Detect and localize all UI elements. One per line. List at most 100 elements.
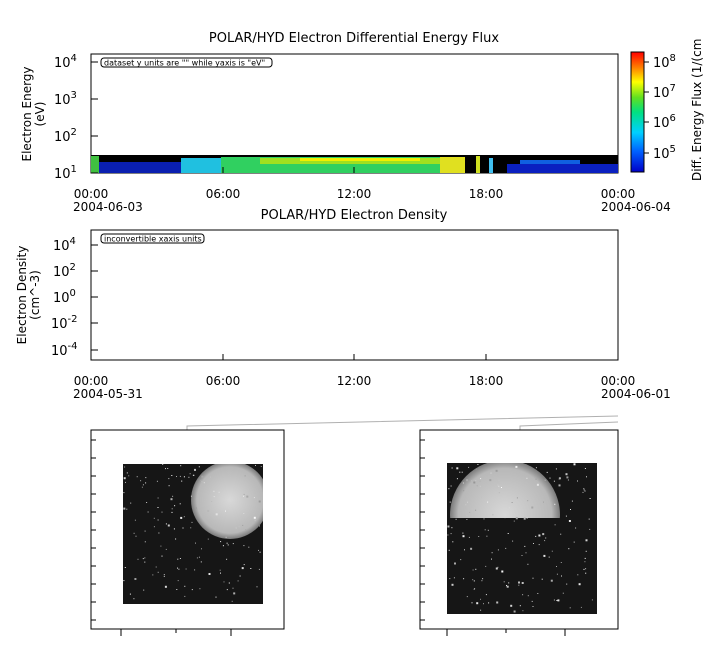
noise-speck xyxy=(177,580,179,582)
noise-speck xyxy=(180,516,183,519)
noise-speck xyxy=(188,476,190,478)
noise-speck xyxy=(190,527,192,529)
panel1-title: POLAR/HYD Electron Differential Energy F… xyxy=(209,31,499,46)
noise-speck xyxy=(468,536,470,538)
panel1-date-right: 2004-06-04 xyxy=(601,200,671,214)
noise-speck xyxy=(157,519,159,521)
noise-speck xyxy=(448,549,450,551)
noise-speck xyxy=(535,535,537,537)
noise-speck xyxy=(179,475,181,477)
noise-speck xyxy=(158,532,160,534)
noise-speck xyxy=(466,519,468,520)
noise-speck xyxy=(508,507,510,509)
spectrogram-segment-noon-peak xyxy=(300,158,420,161)
noise-speck xyxy=(511,502,513,503)
noise-speck xyxy=(549,477,551,479)
noise-speck xyxy=(155,566,157,568)
noise-speck xyxy=(577,574,579,576)
noise-speck xyxy=(468,466,470,468)
noise-speck xyxy=(195,507,197,509)
x-tick-label: 18:00 xyxy=(469,187,504,201)
noise-speck xyxy=(487,501,489,503)
noise-speck xyxy=(226,589,228,591)
noise-speck xyxy=(459,471,461,473)
noise-speck xyxy=(178,568,180,570)
noise-speck xyxy=(555,468,557,470)
noise-speck xyxy=(584,468,586,469)
noise-speck xyxy=(544,540,546,542)
noise-speck xyxy=(479,480,481,482)
spectrogram-segment-evening xyxy=(507,164,618,173)
noise-speck xyxy=(228,582,230,584)
noise-speck xyxy=(535,467,537,469)
noise-speck xyxy=(476,602,479,605)
noise-speck xyxy=(179,558,181,559)
noise-speck xyxy=(163,575,165,577)
noise-speck xyxy=(233,592,236,595)
noise-speck xyxy=(168,478,170,480)
noise-speck xyxy=(477,464,479,465)
noise-speck xyxy=(479,485,481,487)
noise-speck xyxy=(484,529,486,531)
panel1-ylabel-line2: (eV) xyxy=(33,102,47,127)
noise-speck xyxy=(483,603,484,605)
noise-speck xyxy=(570,509,571,510)
noise-speck xyxy=(558,484,561,487)
noise-speck xyxy=(128,475,130,477)
panel1-annotation-box xyxy=(100,57,273,68)
noise-speck xyxy=(569,607,571,609)
noise-speck xyxy=(475,568,477,570)
noise-speck xyxy=(583,568,585,570)
noise-speck xyxy=(543,554,546,557)
noise-speck xyxy=(560,533,562,535)
noise-speck xyxy=(498,480,500,481)
noise-speck xyxy=(476,485,478,487)
noise-speck xyxy=(259,525,260,527)
noise-speck xyxy=(451,527,453,529)
noise-speck xyxy=(585,572,587,574)
noise-speck xyxy=(492,514,494,516)
noise-speck xyxy=(208,573,211,575)
noise-speck xyxy=(123,507,126,510)
noise-speck xyxy=(498,485,500,487)
noise-speck xyxy=(583,489,585,491)
noise-speck xyxy=(531,506,534,509)
noise-speck xyxy=(243,545,245,547)
colorbar-label: Diff. Energy Flux (1/(cm xyxy=(690,39,704,181)
noise-speck xyxy=(176,476,177,477)
noise-speck xyxy=(227,544,229,546)
noise-speck xyxy=(471,480,473,482)
noise-speck xyxy=(447,534,449,536)
noise-speck xyxy=(180,465,182,467)
noise-speck xyxy=(507,533,509,534)
panel2-annotation-box xyxy=(100,233,205,244)
noise-speck xyxy=(498,492,500,494)
noise-speck xyxy=(135,535,137,537)
noise-speck xyxy=(501,570,504,573)
noise-speck xyxy=(518,581,520,584)
x-tick-label: 12:00 xyxy=(337,374,372,388)
noise-speck xyxy=(258,500,261,503)
earth-disk-shadow xyxy=(447,518,597,614)
noise-speck xyxy=(481,580,483,582)
spectrogram-segment-gap-2 xyxy=(482,155,488,173)
noise-speck xyxy=(124,466,126,468)
noise-speck xyxy=(526,477,528,479)
noise-speck xyxy=(145,477,147,479)
noise-speck xyxy=(527,595,529,597)
x-tick-label: 00:00 xyxy=(74,374,109,388)
noise-speck xyxy=(501,487,502,488)
noise-speck xyxy=(508,582,510,584)
image-strip xyxy=(90,415,619,636)
noise-speck xyxy=(183,476,185,478)
noise-speck xyxy=(474,588,476,590)
noise-speck xyxy=(510,604,513,607)
x-tick-label: 00:00 xyxy=(601,187,636,201)
image-noise-right xyxy=(447,463,593,613)
noise-speck xyxy=(483,518,485,520)
noise-speck xyxy=(226,542,228,544)
noise-speck xyxy=(123,492,125,494)
noise-speck xyxy=(143,589,145,591)
noise-speck xyxy=(174,505,176,507)
noise-speck xyxy=(172,495,174,497)
